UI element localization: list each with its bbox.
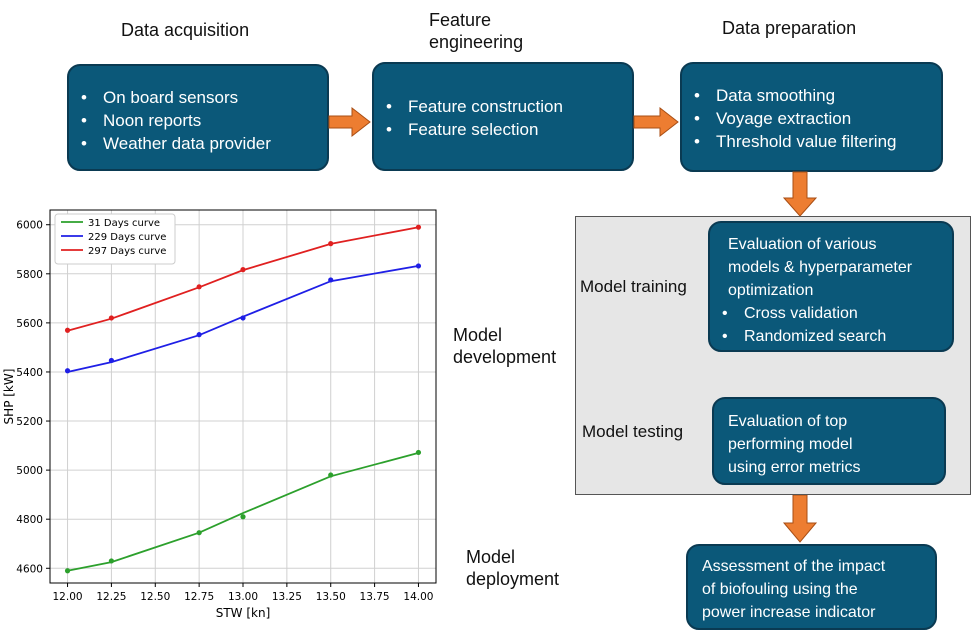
preparation-item: Voyage extraction: [682, 107, 941, 130]
training-text-line: models & hyperparameter: [728, 259, 913, 276]
model-deployment-line2: deployment: [466, 569, 560, 589]
data-point: [415, 224, 422, 230]
preparation-box: Data smoothing Voyage extraction Thresho…: [680, 62, 943, 172]
shp-stw-chart: 12.00 12.25 12.50 12.75 13.00 13.25 13.50 13.75…: [2, 209, 437, 620]
testing-box: Evaluation of top performing model using…: [712, 397, 946, 485]
data-point: [108, 357, 115, 364]
x-axis-label: STW [kn]: [216, 606, 271, 620]
x-tick-label: 13.75: [360, 591, 390, 603]
feature-item: Feature construction: [374, 95, 632, 118]
series-line-1: [67, 452, 419, 572]
deployment-text-line: of biofouling using the: [702, 581, 858, 598]
x-tick-label: 12.75: [184, 591, 214, 603]
plot-frame: [49, 209, 437, 584]
deployment-text-line: Assessment of the impact: [702, 558, 886, 575]
series-line-2: [67, 265, 419, 373]
preparation-item: Data smoothing: [682, 84, 941, 107]
y-tick-label: 6000: [16, 220, 43, 232]
data-point: [415, 449, 422, 456]
y-tick-label: 5400: [16, 367, 43, 379]
model-deployment-line1: Model: [466, 547, 516, 567]
feature-heading-line1: Feature: [429, 10, 492, 30]
acquisition-heading: Data acquisition: [121, 20, 250, 40]
model-development-line2: development: [453, 347, 557, 367]
x-tick-label: 14.00: [403, 591, 433, 603]
legend-box: [54, 213, 176, 265]
y-tick-label: 5000: [16, 465, 43, 477]
x-tick-label: 12.50: [140, 591, 170, 603]
y-tick-label: 4600: [16, 563, 43, 575]
x-tick-label: 13.50: [316, 591, 346, 603]
y-tick-label: 5200: [16, 416, 43, 428]
y-tick-label: 5600: [16, 318, 43, 330]
legend-label: 229 Days curve: [88, 232, 166, 243]
data-point: [328, 241, 334, 247]
x-tick-label: 13.00: [228, 591, 258, 603]
deployment-box: Assessment of the impact of biofouling u…: [686, 544, 937, 630]
testing-text-line: performing model: [728, 436, 853, 453]
training-list: Cross validation Randomized search: [710, 302, 952, 348]
data-point: [108, 558, 115, 564]
acquisition-item: Noon reports: [69, 109, 327, 132]
data-point: [328, 277, 334, 283]
legend-label: 31 Days curve: [88, 218, 160, 229]
feature-item: Feature selection: [374, 118, 632, 141]
data-point: [64, 568, 71, 574]
data-point: [64, 327, 71, 333]
x-tick-label: 13.25: [272, 591, 302, 603]
data-point: [196, 284, 202, 290]
y-tick-label: 4800: [16, 514, 43, 526]
training-text-line: Evaluation of various: [728, 236, 877, 253]
preparation-heading: Data preparation: [722, 18, 857, 38]
feature-box: Feature construction Feature selection: [372, 62, 634, 171]
model-training-label: Model training: [580, 277, 687, 296]
preparation-item: Threshold value filtering: [682, 130, 941, 153]
y-axis-label: SHP [kW]: [2, 369, 16, 425]
y-tick-label: 5800: [16, 269, 43, 281]
training-text-line: optimization: [728, 282, 814, 299]
testing-text-line: Evaluation of top: [728, 413, 848, 430]
deployment-text-line: power increase indicator: [702, 604, 876, 621]
data-point: [108, 315, 115, 321]
feature-heading: Feature engineering: [429, 9, 523, 53]
training-item: Randomized search: [710, 325, 952, 348]
training-item: Cross validation: [710, 302, 952, 325]
model-testing-label: Model testing: [582, 422, 684, 441]
acquisition-item: Weather data provider: [69, 132, 327, 155]
feature-list: Feature construction Feature selection: [374, 95, 632, 141]
arrow-preparation-to-development: [782, 171, 818, 217]
preparation-list: Data smoothing Voyage extraction Thresho…: [682, 84, 941, 153]
training-box: Evaluation of various models & hyperpara…: [708, 221, 954, 352]
arrow-acquisition-to-feature: [328, 106, 371, 138]
data-point: [240, 514, 246, 520]
model-deployment-label: Model deployment: [466, 546, 559, 590]
arrow-development-to-deployment: [782, 494, 818, 543]
series-line-3: [67, 226, 419, 332]
acquisition-item: On board sensors: [69, 86, 327, 109]
x-tick-label: 12.25: [96, 591, 126, 603]
data-point: [240, 315, 246, 321]
data-point: [328, 472, 334, 478]
data-point: [240, 267, 246, 273]
data-point: [415, 263, 422, 269]
legend-label: 297 Days curve: [88, 246, 166, 257]
data-point: [196, 530, 202, 536]
x-tick-label: 12.00: [53, 591, 83, 603]
model-development-label: Model development: [453, 324, 556, 368]
data-point: [196, 332, 202, 338]
data-point: [64, 368, 71, 374]
acquisition-list: On board sensors Noon reports Weather da…: [69, 86, 327, 155]
acquisition-box: On board sensors Noon reports Weather da…: [67, 64, 329, 171]
model-development-line1: Model: [453, 325, 503, 345]
testing-text-line: using error metrics: [728, 459, 861, 476]
feature-heading-line2: engineering: [429, 32, 524, 52]
arrow-feature-to-preparation: [633, 106, 679, 138]
